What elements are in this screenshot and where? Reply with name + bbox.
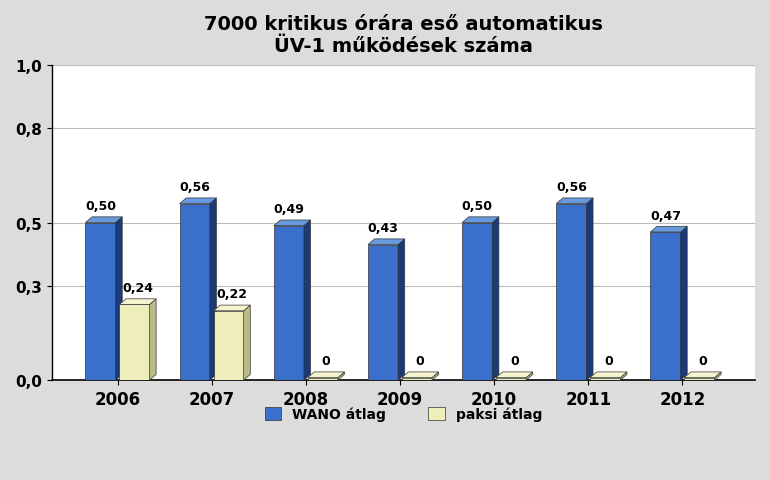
Polygon shape [591, 372, 627, 378]
Polygon shape [621, 372, 627, 380]
Text: 0: 0 [698, 354, 707, 367]
Text: 0: 0 [416, 354, 424, 367]
Polygon shape [213, 311, 243, 380]
Text: 0,22: 0,22 [216, 288, 247, 301]
Polygon shape [85, 217, 122, 223]
Legend: WANO átlag, paksi átlag: WANO átlag, paksi átlag [259, 401, 547, 427]
Polygon shape [179, 199, 216, 204]
Text: 0,56: 0,56 [179, 181, 210, 194]
Polygon shape [556, 199, 593, 204]
Text: 0: 0 [510, 354, 519, 367]
Polygon shape [556, 204, 587, 380]
Polygon shape [651, 227, 687, 232]
Polygon shape [432, 372, 439, 380]
Polygon shape [685, 378, 715, 380]
Bar [52, 380, 755, 385]
Polygon shape [274, 226, 304, 380]
Polygon shape [274, 220, 310, 226]
Polygon shape [304, 220, 310, 380]
Polygon shape [715, 372, 721, 380]
Polygon shape [179, 204, 209, 380]
Text: 0,50: 0,50 [462, 200, 493, 213]
Text: 0,47: 0,47 [650, 209, 681, 222]
Polygon shape [308, 372, 344, 378]
Polygon shape [651, 232, 681, 380]
Polygon shape [149, 299, 156, 380]
Polygon shape [462, 217, 499, 223]
Polygon shape [681, 227, 687, 380]
Text: 0: 0 [604, 354, 613, 367]
Text: 0,49: 0,49 [273, 203, 304, 216]
Polygon shape [368, 240, 405, 245]
Polygon shape [402, 372, 439, 378]
Polygon shape [85, 223, 116, 380]
Polygon shape [368, 245, 398, 380]
Polygon shape [587, 199, 593, 380]
Polygon shape [308, 378, 338, 380]
Polygon shape [398, 240, 405, 380]
Text: 0,56: 0,56 [556, 181, 587, 194]
Polygon shape [591, 378, 621, 380]
Polygon shape [526, 372, 533, 380]
Polygon shape [492, 217, 499, 380]
Title: 7000 kritikus órára eső automatikus
ÜV-1 működések száma: 7000 kritikus órára eső automatikus ÜV-1… [204, 15, 603, 56]
Text: 0: 0 [322, 354, 330, 367]
Polygon shape [209, 199, 216, 380]
Polygon shape [402, 378, 432, 380]
Polygon shape [213, 305, 250, 311]
Text: 0,43: 0,43 [367, 222, 399, 235]
Polygon shape [119, 305, 149, 380]
Polygon shape [119, 299, 156, 305]
Polygon shape [462, 223, 492, 380]
Text: 0,24: 0,24 [122, 281, 153, 294]
Text: 0,50: 0,50 [85, 200, 116, 213]
Polygon shape [496, 378, 526, 380]
Polygon shape [116, 217, 122, 380]
Polygon shape [338, 372, 344, 380]
Polygon shape [496, 372, 533, 378]
Polygon shape [243, 305, 250, 380]
Polygon shape [685, 372, 721, 378]
